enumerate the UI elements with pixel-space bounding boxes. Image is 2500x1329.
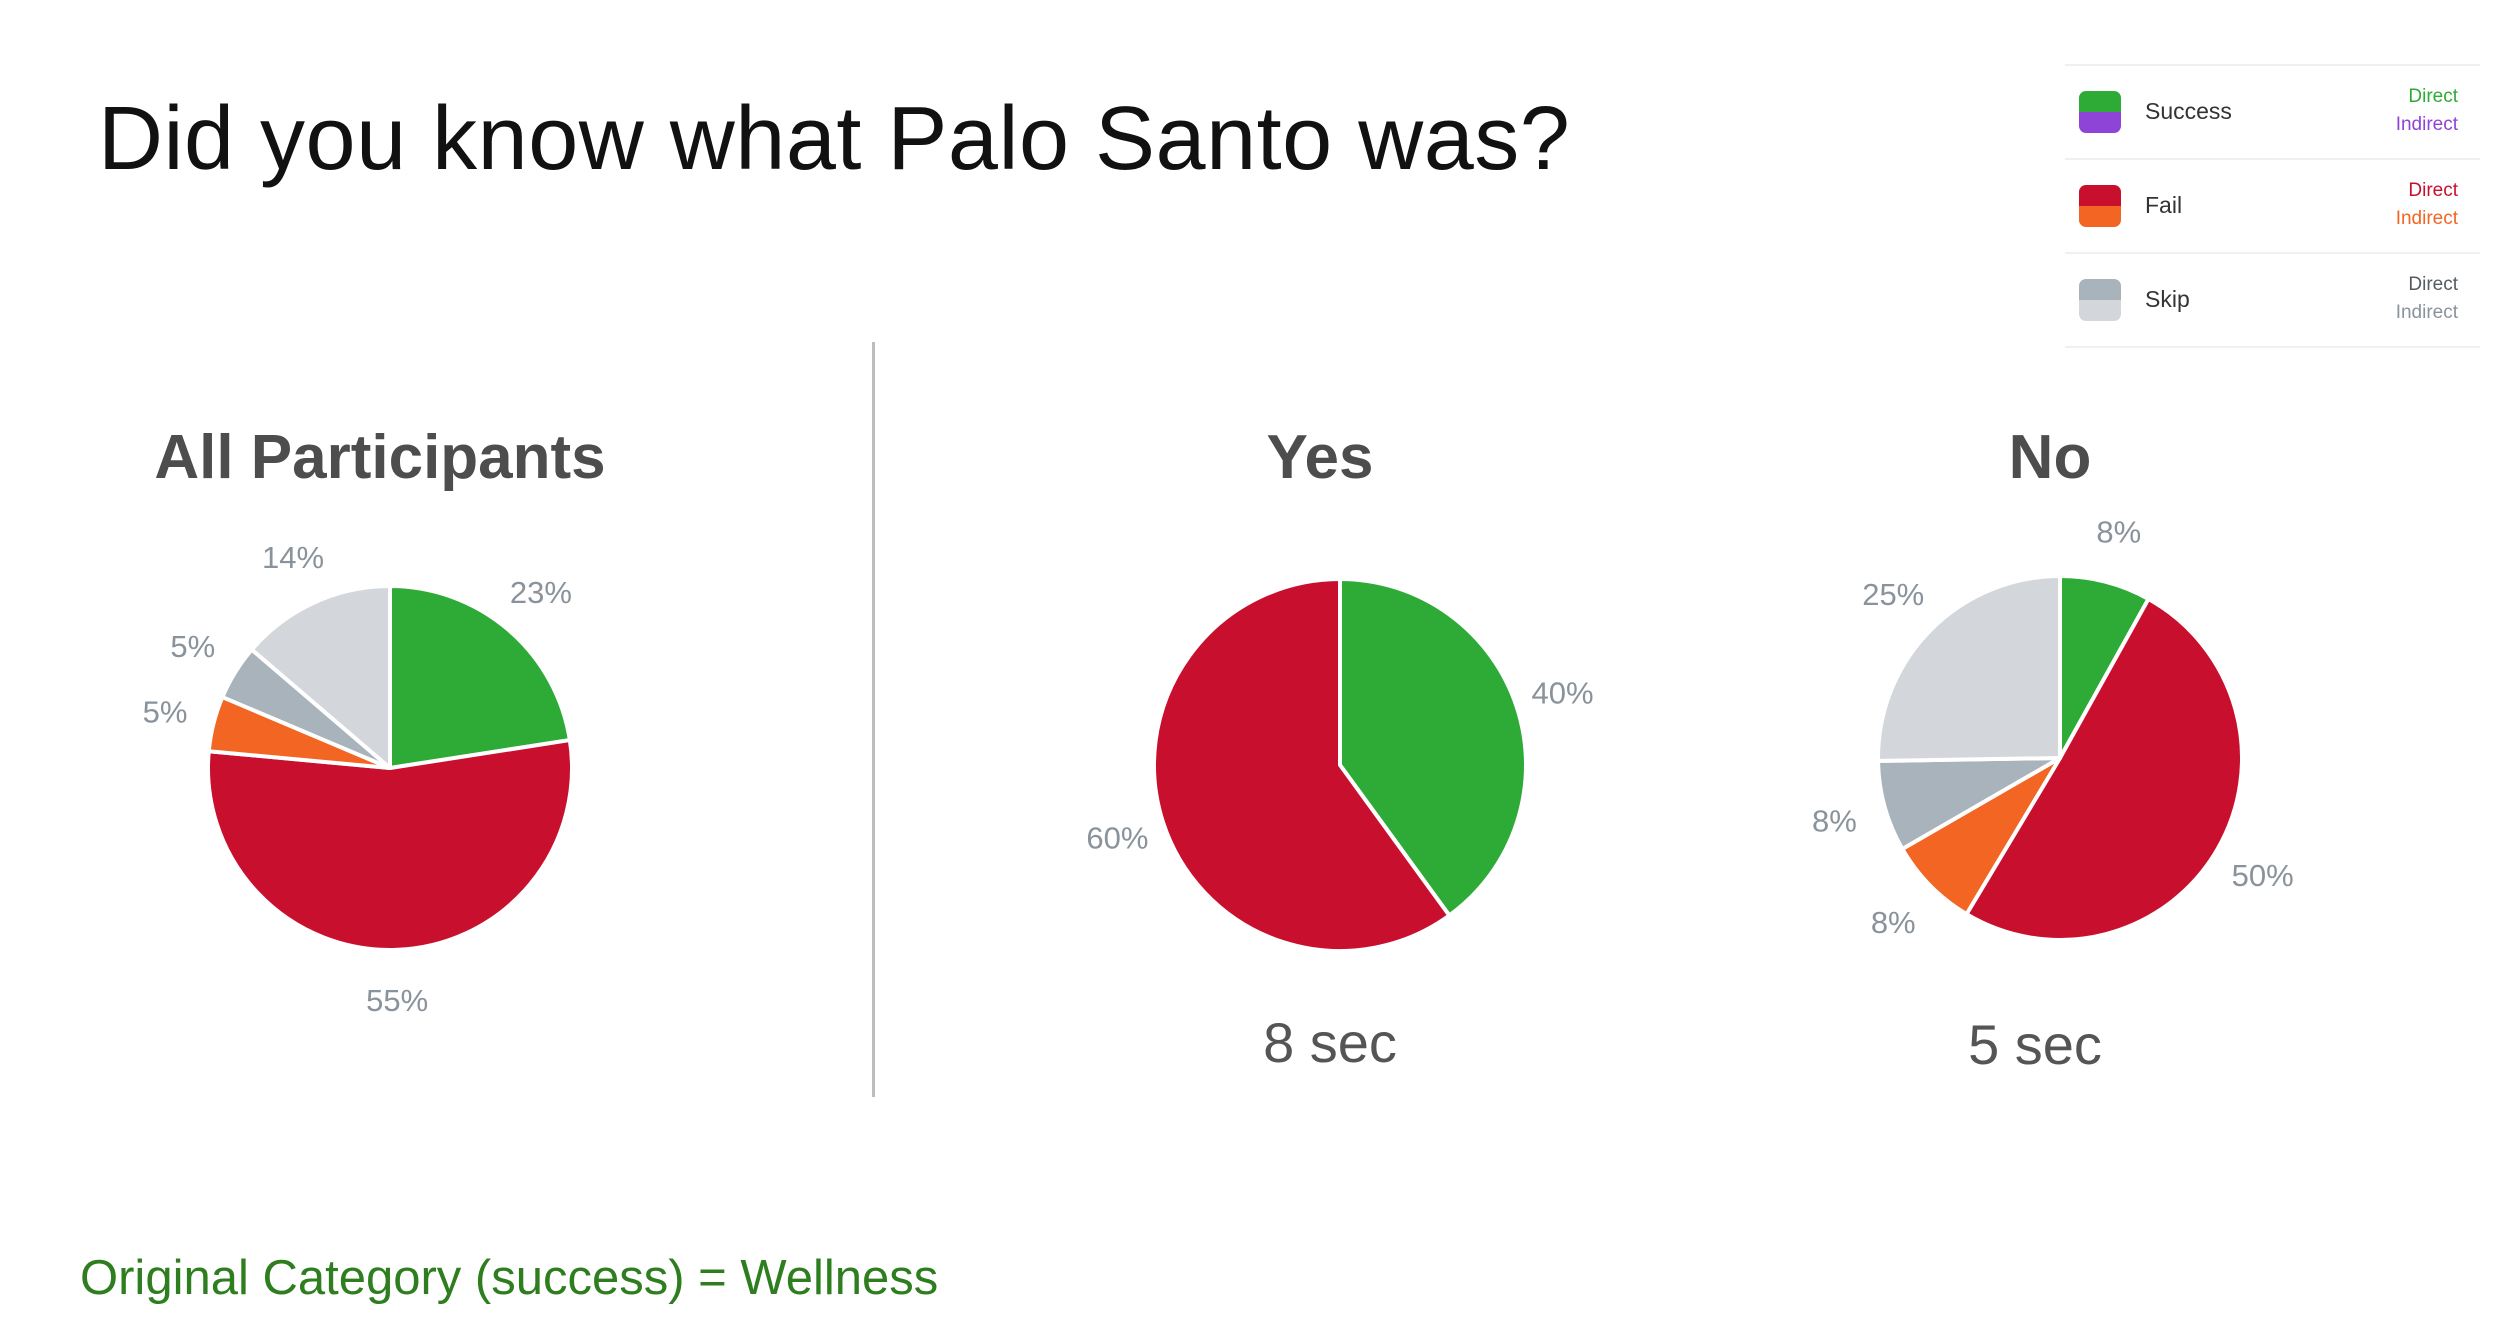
legend-label-success: Success: [2145, 98, 2232, 124]
time-label-no: 5 sec: [1968, 1013, 2102, 1076]
swatch-success-direct: [2079, 91, 2121, 112]
pie-label: 25%: [1862, 577, 1924, 612]
legend-label-skip: Skip: [2145, 286, 2190, 312]
pie-label: 8%: [1812, 803, 1857, 838]
legend-success-indirect: Indirect: [2395, 114, 2458, 135]
pie-label: 8%: [1871, 905, 1916, 940]
pie-all-participants: 23% 55% 5% 5% 14%: [143, 540, 574, 1018]
chart-title-no: No: [2008, 423, 2092, 492]
pie-no: 8% 50% 8% 8% 25%: [1812, 515, 2294, 942]
pie-slice-fail-direct: [206, 738, 574, 952]
legend-success-direct: Direct: [2408, 86, 2458, 107]
section-divider: [872, 342, 875, 1097]
swatch-skip-direct: [2079, 279, 2121, 300]
legend-skip-direct: Direct: [2408, 274, 2458, 295]
pie-label: 23%: [510, 575, 572, 610]
pie-label: 50%: [2232, 858, 2294, 893]
pie-label: 8%: [2096, 515, 2141, 550]
swatch-skip-indirect: [2079, 300, 2121, 321]
swatch-success-indirect: [2079, 112, 2121, 133]
pie-label: 5%: [143, 694, 188, 729]
pie-label: 40%: [1532, 676, 1594, 711]
pie-slice-skip-indirect: [1876, 574, 2062, 763]
legend-skip-indirect: Indirect: [2395, 302, 2458, 323]
pie-slice-skip-indirect: [249, 584, 392, 770]
pie-yes: 40% 60%: [1086, 577, 1594, 953]
pie-slice-fail-direct: [1964, 596, 2244, 942]
chart-title-all-participants: All Participants: [154, 423, 606, 492]
legend-fail-indirect: Indirect: [2395, 208, 2458, 229]
page-title: Did you know what Palo Santo was?: [98, 89, 1571, 189]
pie-slice-success-direct: [388, 584, 572, 770]
pie-slice-success-direct: [1338, 577, 1528, 918]
swatch-fail-direct: [2079, 185, 2121, 206]
pie-slice-fail-direct: [1152, 577, 1452, 953]
legend-fail-direct: Direct: [2408, 180, 2458, 201]
footer-note: Original Category (success) = Wellness: [80, 1251, 939, 1305]
pie-label: 60%: [1086, 820, 1148, 855]
legend-swatch-success: [2079, 91, 2121, 133]
legend-row-skip: Skip Direct Indirect: [2065, 252, 2480, 348]
chart-title-yes: Yes: [1266, 423, 1374, 492]
legend: Success Direct Indirect Fail Direct Indi…: [2065, 64, 2480, 348]
legend-label-fail: Fail: [2145, 192, 2183, 218]
swatch-fail-indirect: [2079, 206, 2121, 227]
legend-row-success: Success Direct Indirect: [2065, 64, 2480, 158]
time-label-yes: 8 sec: [1263, 1011, 1397, 1074]
legend-swatch-skip: [2079, 279, 2121, 321]
pie-label: 5%: [170, 629, 215, 664]
legend-swatch-fail: [2079, 185, 2121, 227]
legend-row-fail: Fail Direct Indirect: [2065, 158, 2480, 252]
pie-label: 14%: [262, 540, 324, 575]
pie-label: 55%: [366, 983, 428, 1018]
